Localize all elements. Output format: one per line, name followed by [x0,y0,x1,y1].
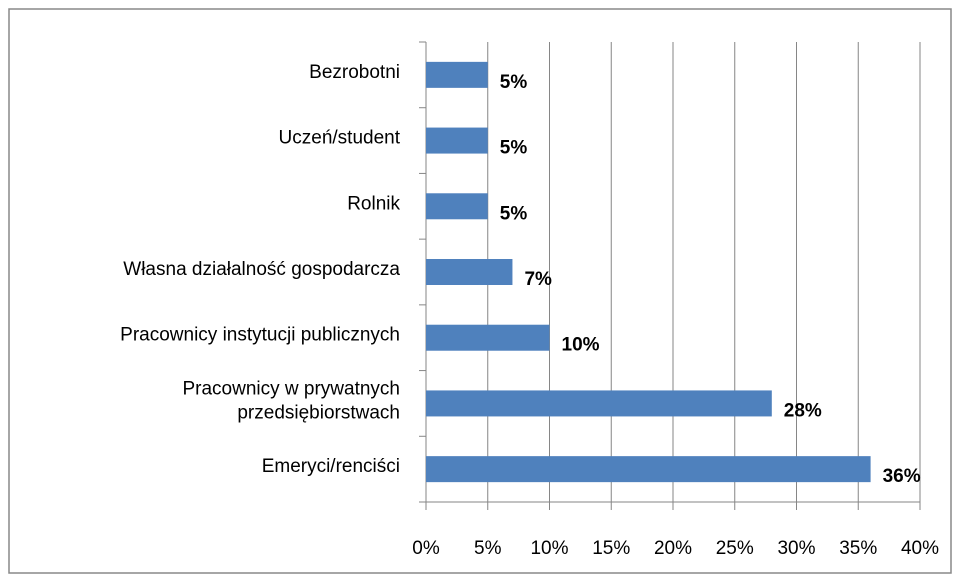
data-label: 36% [883,466,921,487]
x-tick-label: 35% [839,538,877,559]
bar [426,61,488,88]
data-label: 7% [524,269,552,290]
data-label: 5% [500,203,528,224]
y-tick-label: Własna działalność gospodarcza [123,259,400,280]
bar [426,390,772,417]
y-tick-label: Emeryci/renciści [262,456,400,477]
x-tick-label: 20% [654,538,692,559]
bar [426,259,513,285]
chart-frame [8,8,952,574]
x-tick-label: 0% [412,538,440,559]
data-label: 28% [784,400,822,421]
data-label: 5% [500,72,528,93]
y-tick-label: Bezrobotni [309,62,400,83]
data-label: 5% [500,138,528,159]
y-tick-label: Uczeń/student [279,128,401,149]
bar [426,324,550,351]
data-label: 10% [562,335,600,356]
y-tick-label: Pracownicy instytucji publicznych [120,325,400,346]
x-tick-label: 40% [901,538,939,559]
bar [426,193,488,220]
x-tick-label: 10% [530,538,568,559]
y-tick-label: Pracownicy w prywatnych przedsiębiorstwac… [182,378,400,423]
bar [426,456,871,483]
x-tick-label: 5% [474,538,502,559]
x-tick-label: 15% [592,538,630,559]
bar [426,127,488,154]
x-tick-label: 25% [716,538,754,559]
y-tick-label: Rolnik [347,193,400,214]
x-tick-label: 30% [777,538,815,559]
